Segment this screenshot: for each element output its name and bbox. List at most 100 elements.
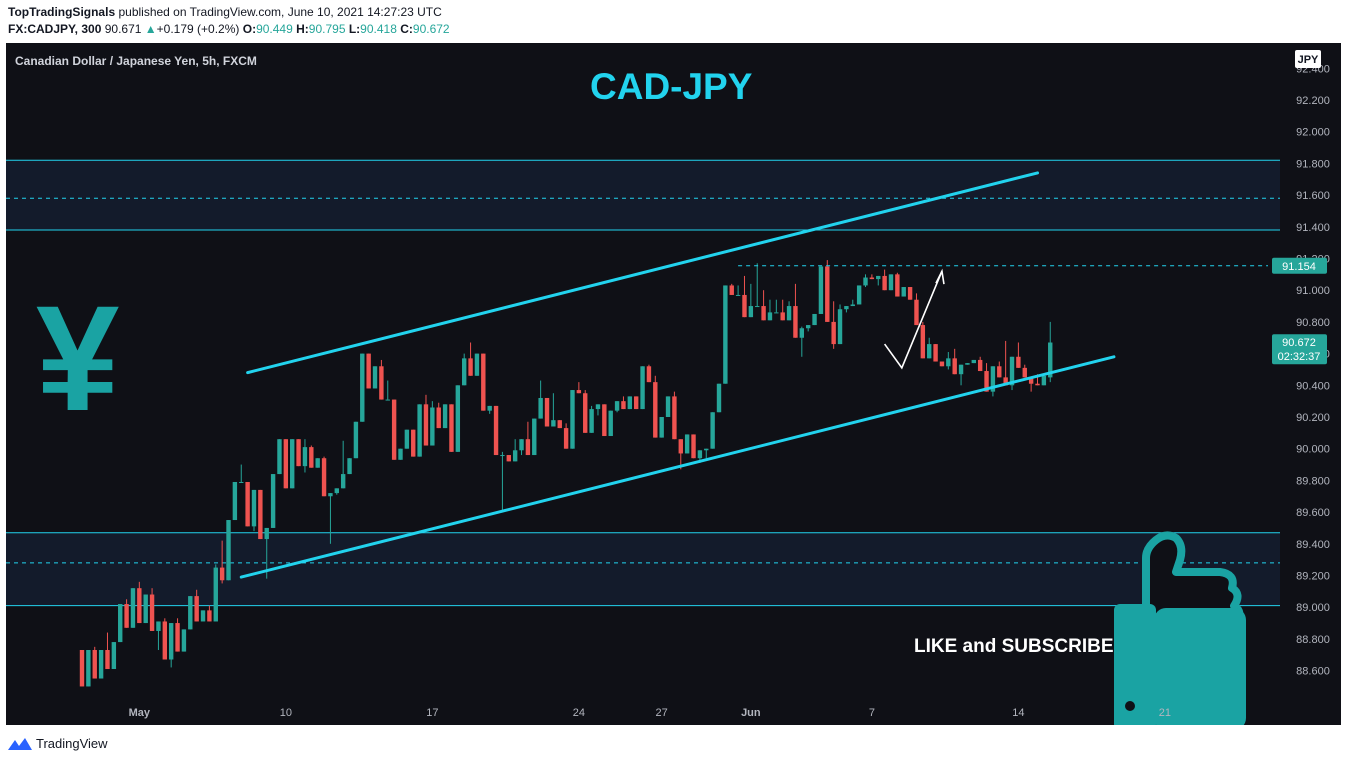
candle-body — [767, 312, 773, 321]
candle — [258, 489, 263, 540]
candle — [837, 304, 843, 345]
candle-body — [309, 447, 314, 468]
candle — [188, 596, 193, 630]
candle — [98, 649, 104, 679]
candle-body — [614, 401, 620, 411]
channel-upper-line — [246, 171, 1039, 375]
candle-body — [487, 405, 492, 411]
candle — [296, 439, 301, 467]
candle — [423, 394, 429, 446]
x-axis[interactable]: May 10 17 24 27 Jun 7 14 21 — [129, 707, 1171, 719]
publish-info: TopTradingSignals published on TradingVi… — [8, 5, 442, 19]
publisher-name[interactable]: TopTradingSignals — [8, 5, 116, 19]
candle — [901, 287, 906, 297]
candle-body — [589, 409, 594, 433]
candle — [563, 423, 569, 449]
candle — [245, 481, 250, 527]
candle-body — [576, 390, 582, 394]
x-tick-label: May — [129, 707, 151, 719]
candle-body — [500, 455, 505, 457]
candle-body — [1022, 367, 1027, 378]
candle-body — [449, 404, 454, 452]
candle-body — [226, 520, 231, 581]
chart-panel[interactable]: Canadian Dollar / Japanese Yen, 5h, FXCM… — [6, 43, 1341, 730]
candle — [360, 353, 365, 422]
candle — [602, 404, 607, 437]
candle — [430, 401, 435, 446]
candle-body — [366, 353, 371, 389]
price-chart[interactable]: Canadian Dollar / Japanese Yen, 5h, FXCM… — [6, 43, 1341, 730]
candle — [500, 451, 505, 513]
x-tick-label: Jun — [741, 707, 761, 719]
price-tag: 90.672 02:32:37 — [1272, 334, 1327, 365]
candle-body — [156, 621, 161, 631]
y-axis[interactable]: 92.40092.20092.00091.80091.60091.40091.2… — [1280, 43, 1341, 725]
candle — [226, 520, 231, 581]
candle — [194, 589, 199, 622]
x-tick-label: 27 — [656, 707, 668, 719]
candle — [270, 474, 276, 528]
candle — [729, 283, 734, 295]
candle — [780, 299, 785, 321]
candle-body — [888, 274, 894, 291]
currency-badge-label: JPY — [1298, 54, 1319, 66]
candle-body — [442, 404, 448, 429]
candle-body — [863, 277, 868, 286]
candle-body — [939, 361, 945, 367]
candle-body — [124, 604, 129, 628]
candle-body — [927, 344, 932, 359]
candle — [939, 361, 945, 367]
candle — [519, 439, 524, 456]
price-tag: 91.154 — [1272, 257, 1327, 274]
candle-body — [602, 404, 607, 437]
candle — [487, 405, 492, 414]
candle — [251, 489, 257, 532]
candle-body — [149, 594, 155, 631]
candle-body — [716, 383, 722, 413]
currency-badge[interactable]: JPY — [1295, 50, 1321, 68]
candle — [850, 299, 855, 307]
candle-body — [194, 596, 199, 622]
candle — [347, 458, 352, 475]
candle — [583, 390, 588, 433]
price-tags: 91.154 90.672 02:32:37 — [1272, 257, 1327, 365]
candle-body — [984, 371, 989, 392]
candle-body — [411, 429, 416, 457]
footer-brand[interactable]: TradingView — [36, 736, 108, 751]
candle-body — [1009, 356, 1015, 386]
candle-body — [735, 294, 741, 296]
candle-body — [563, 428, 569, 449]
candle — [876, 275, 881, 286]
open-value: 90.449 — [256, 22, 293, 36]
candle-body — [277, 439, 282, 475]
candle — [595, 404, 601, 416]
y-tick-label: 91.400 — [1296, 222, 1330, 234]
candle — [506, 455, 511, 462]
candle-body — [653, 382, 658, 438]
candle — [290, 439, 295, 489]
candle — [468, 342, 473, 376]
candle-body — [92, 649, 97, 679]
thumbs-up-icon — [1114, 531, 1246, 730]
candle — [239, 464, 244, 483]
candle-body — [965, 363, 970, 365]
candle-body — [130, 588, 136, 628]
candle — [684, 434, 690, 454]
candle — [621, 396, 626, 410]
candle — [372, 366, 378, 389]
candle — [614, 401, 620, 413]
candle — [710, 412, 715, 449]
candle-body — [761, 306, 766, 321]
candle-body — [882, 275, 887, 291]
candle-body — [98, 649, 104, 679]
candle — [315, 458, 320, 468]
candle — [481, 353, 486, 411]
price-tag-countdown: 02:32:37 — [1278, 351, 1321, 363]
x-tick-label: 17 — [426, 707, 438, 719]
candle-body — [283, 439, 289, 489]
candle — [512, 439, 518, 462]
candle — [920, 321, 926, 359]
candle — [952, 348, 957, 375]
candle-body — [385, 399, 390, 401]
candle-body — [742, 294, 747, 318]
